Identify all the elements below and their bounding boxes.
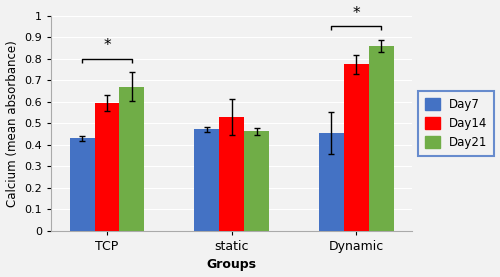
Y-axis label: Calcium (mean absorbance): Calcium (mean absorbance)	[6, 40, 18, 207]
Bar	[70, 138, 94, 231]
Text: *: *	[352, 6, 360, 20]
Bar	[344, 64, 369, 231]
Text: *: *	[103, 39, 111, 53]
Bar	[120, 87, 144, 231]
Bar	[244, 131, 269, 231]
Bar	[194, 129, 219, 231]
Bar	[94, 103, 120, 231]
Bar	[319, 133, 344, 231]
Legend: Day7, Day14, Day21: Day7, Day14, Day21	[418, 91, 494, 156]
X-axis label: Groups: Groups	[206, 258, 256, 271]
Bar	[219, 117, 244, 231]
Bar	[369, 46, 394, 231]
